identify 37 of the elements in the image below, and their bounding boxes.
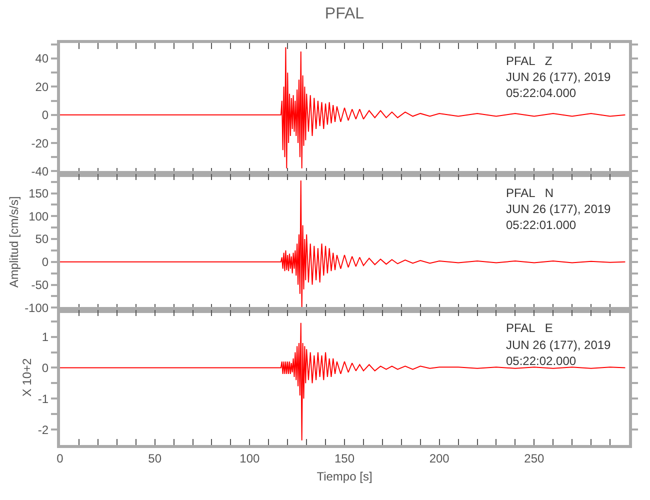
y-tick-label: 0 bbox=[42, 360, 49, 375]
y-tick-label: 40 bbox=[35, 52, 49, 66]
x-axis-title: Tiempo [s] bbox=[316, 469, 372, 484]
y-tick-label: 150 bbox=[28, 186, 49, 200]
line-series bbox=[60, 180, 626, 310]
y-tick-label: 0 bbox=[42, 108, 49, 122]
line-series bbox=[60, 322, 626, 441]
y-tick-label: 50 bbox=[35, 232, 49, 246]
y-tick-label: -2 bbox=[38, 422, 49, 437]
annotation: 05:22:04.000 bbox=[506, 86, 576, 100]
y-tick-label: -1 bbox=[38, 392, 49, 406]
annotation: 05:22:02.000 bbox=[506, 354, 576, 368]
y-tick-label: 0 bbox=[42, 255, 49, 270]
annotation: 05:22:01.000 bbox=[506, 218, 576, 232]
y-tick-label: 100 bbox=[28, 209, 49, 224]
x-tick-label: 0 bbox=[56, 451, 64, 466]
y-tick-label: -40 bbox=[31, 164, 49, 178]
annotation: PFAL N bbox=[506, 186, 554, 200]
y-tick-label: -20 bbox=[31, 136, 49, 150]
line-series bbox=[60, 46, 626, 169]
chart-title: PFAL bbox=[324, 6, 364, 23]
y-tick-label: 20 bbox=[35, 80, 49, 94]
y-axis-title: X 10+2 bbox=[20, 358, 34, 397]
y-tick-label: 1 bbox=[42, 330, 49, 344]
annotation: JUN 26 (177), 2019 bbox=[506, 338, 612, 352]
x-tick-label: 50 bbox=[148, 451, 162, 466]
annotation: JUN 26 (177), 2019 bbox=[506, 70, 612, 84]
y-tick-label: -50 bbox=[31, 278, 49, 292]
x-tick-label: 150 bbox=[334, 451, 355, 466]
x-tick-label: 200 bbox=[429, 451, 450, 466]
y-axis-title: Amplitud [cm/s/s] bbox=[6, 196, 21, 288]
annotation: JUN 26 (177), 2019 bbox=[506, 202, 612, 216]
annotation: PFAL Z bbox=[506, 54, 552, 68]
annotation: PFAL E bbox=[506, 321, 553, 335]
y-tick-label: -100 bbox=[24, 300, 49, 315]
x-tick-label: 250 bbox=[524, 451, 544, 466]
x-tick-label: 100 bbox=[240, 451, 260, 466]
